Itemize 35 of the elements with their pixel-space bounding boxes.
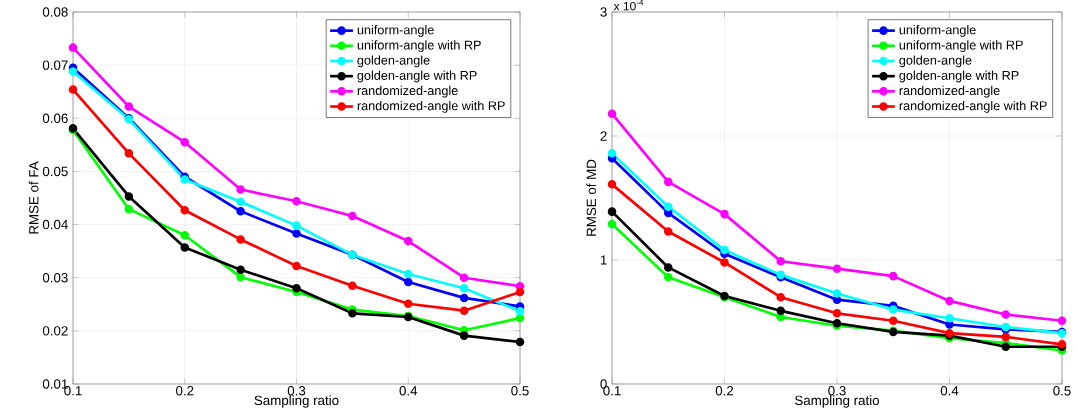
- x-tick-label: 0.3: [828, 386, 846, 396]
- legend-label: golden-angle: [899, 55, 972, 68]
- y-tick-label: 0.03: [42, 272, 68, 283]
- y-tick-label: 0.04: [42, 219, 68, 230]
- legend-label: golden-angle with RP: [357, 70, 477, 83]
- y-tick-label: 2: [600, 131, 607, 141]
- legend-label: golden-angle with RP: [899, 70, 1019, 83]
- y-axis-title: RMSE of FA: [28, 161, 39, 234]
- legend-label: uniform-angle with RP: [357, 40, 481, 53]
- legend-label: randomized-angle: [899, 85, 1000, 98]
- x-tick-label: 0.2: [715, 386, 734, 396]
- y-tick-label: 0.06: [42, 113, 68, 123]
- legend-label: randomized-angle: [357, 85, 458, 98]
- y-axis-title: RMSE of MD: [586, 159, 597, 236]
- x-tick-label: 0.5: [511, 386, 529, 396]
- x-tick-label: 0.4: [399, 386, 418, 396]
- x-tick-label: 0.4: [940, 386, 959, 396]
- x-axis-title: Sampling ratio: [254, 395, 339, 408]
- x-axis-title: Sampling ratio: [794, 395, 880, 408]
- x-tick-label: 0.3: [287, 386, 306, 396]
- x-tick-label: 0.5: [1053, 386, 1071, 396]
- y-tick-label: 0.08: [42, 7, 68, 17]
- y-tick-label: 0.05: [42, 166, 68, 177]
- y-tick-label: 3: [600, 7, 607, 17]
- y-tick-label: 1: [600, 255, 607, 265]
- legend-label: uniform-angle with RP: [899, 40, 1023, 53]
- legend-label: uniform-angle: [357, 25, 434, 37]
- text: x 10$^{-4}$: [613, 0, 644, 11]
- y-tick-label: 0.02: [42, 326, 68, 336]
- x-tick-label: 0.2: [176, 386, 194, 396]
- legend-label: golden-angle: [357, 55, 430, 68]
- y-tick-label: 0.07: [42, 60, 68, 70]
- legend-label: randomized-angle with RP: [899, 100, 1047, 113]
- legend-label: uniform-angle: [899, 25, 976, 37]
- legend-label: randomized-angle with RP: [357, 100, 505, 113]
